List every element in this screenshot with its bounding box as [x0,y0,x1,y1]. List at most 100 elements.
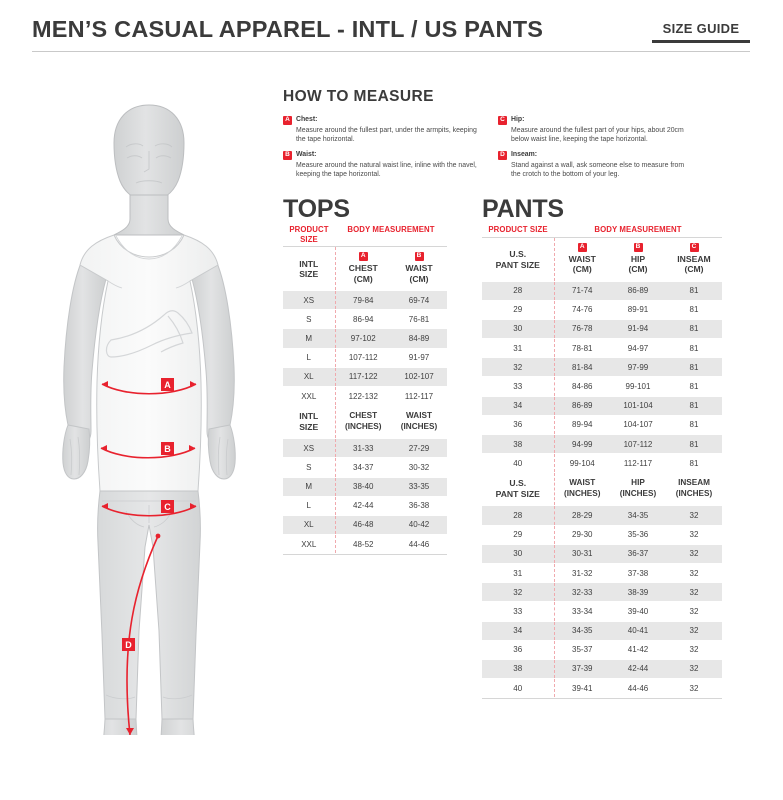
cell-waist: 71-74 [554,281,610,301]
marker-badge-b: B [161,442,174,455]
alpinestars-logo [105,310,193,358]
measure-term-hip: Hip: [511,116,525,123]
cell-size: XXL [283,534,336,555]
cell-size: 34 [482,621,555,641]
measure-item-inseam: D Inseam: Stand against a wall, ask some… [498,150,693,180]
measure-line-a [101,381,197,395]
cell-hip: 94-97 [610,338,666,359]
pants-cm-table-wrap: U.S. PANT SIZE A WAIST (CM) B HIP (CM) [482,236,722,700]
cell-inseam: 32 [666,505,722,526]
size-guide-tab[interactable]: SIZE GUIDE [652,21,750,43]
cell-hip: 86-89 [610,281,666,301]
how-to-measure-section: HOW TO MEASURE A Chest: Measure around t… [283,88,753,185]
cell-chest: 122-132 [335,386,391,407]
cell-size: XS [283,438,336,459]
tops-cm-header-waist-line1: WAIST [405,263,433,273]
tops-cm-header-size-line1: INTL [299,258,319,269]
header-divider [32,51,750,52]
pants-cm-header-hip-line1: HIP [630,253,646,264]
table-row: 33 84-86 99-101 81 [482,376,722,397]
table-row: 33 33-34 39-40 32 [482,601,722,622]
cell-size: XL [283,367,336,387]
measure-term-inseam: Inseam: [511,150,538,158]
pants-in-header-size-line1: U.S. [509,478,527,489]
cell-size: 31 [482,563,555,584]
tops-group-headers: PRODUCT SIZE BODY MEASUREMENT [283,225,447,244]
cell-waist: 44-46 [391,534,447,555]
cell-size: 32 [482,357,555,378]
table-row: 30 76-78 91-94 81 [482,319,722,340]
cell-size: 28 [482,281,555,301]
table-row: S 86-94 76-81 [283,309,447,330]
table-row: 38 94-99 107-112 81 [482,434,722,455]
cell-waist: 74-76 [554,300,610,320]
measure-line-b [100,445,196,459]
cell-waist: 40-42 [391,515,447,536]
cell-waist: 84-89 [391,328,447,349]
cell-hip: 36-37 [610,544,666,564]
tops-in-header-size-line1: INTL [299,411,319,422]
svg-text:D: D [125,640,132,650]
badge-b-icon: B [283,150,292,160]
pants-cm-header-hip-line2: (CM) [628,264,648,274]
cell-waist: 39-41 [554,678,610,699]
cell-hip: 112-117 [610,453,666,474]
tops-in-header-size: INTL SIZE [283,406,336,440]
pants-cm-header-inseam-line1: INSEAM [677,253,711,264]
measure-term-chest: Chest: [296,116,318,123]
cell-hip: 34-35 [610,505,666,526]
cell-chest: 48-52 [335,534,391,555]
measure-item-chest: A Chest: Measure around the fullest part… [283,115,478,145]
table-row: 31 31-32 37-38 32 [482,563,722,584]
size-guide-label: SIZE GUIDE [662,21,740,36]
pants-in-header-inseam: INSEAM (INCHES) [666,473,722,507]
tops-inches-body: XS 31-33 27-29 S 34-37 30-32 M 38-40 33-35 L 42… [283,438,447,555]
table-row: 29 29-30 35-36 32 [482,525,722,545]
marker-badge-c: C [161,500,174,513]
cell-waist: 86-89 [554,396,610,416]
cell-waist: 89-94 [554,415,610,436]
table-row: 36 89-94 104-107 81 [482,415,722,436]
measure-line-c [101,503,197,517]
badge-b-icon: B [414,252,424,261]
cell-inseam: 32 [666,640,722,660]
cell-inseam: 81 [666,281,722,301]
cell-chest: 79-84 [335,290,391,311]
cell-hip: 39-40 [610,601,666,622]
pants-cm-header-size: U.S. PANT SIZE [482,237,555,282]
cell-hip: 41-42 [610,640,666,660]
badge-a-icon: A [283,116,292,125]
table-row: 40 39-41 44-46 32 [482,678,722,699]
cell-waist: 76-78 [554,319,610,340]
pants-group-body-measurement: BODY MEASUREMENT [594,225,682,234]
pants-cm-header-inseam: C INSEAM (CM) [666,237,722,282]
measure-term-waist: Waist: [296,150,317,158]
pants-cm-header-waist: A WAIST (CM) [554,237,610,282]
badge-a-icon: A [358,252,368,261]
measure-desc-chest: Measure around the fullest part, under t… [296,127,477,144]
cell-inseam: 81 [666,357,722,378]
tops-in-header-chest-line2: (INCHES) [345,421,382,431]
cell-waist: 34-35 [554,621,610,641]
cell-inseam: 81 [666,453,722,474]
pants-group-headers: PRODUCT SIZE BODY MEASUREMENT [482,225,722,235]
cell-size: M [283,328,336,349]
cell-waist: 31-32 [554,563,610,584]
cell-hip: 35-36 [610,525,666,545]
pants-cm-header-inseam-line2: (CM) [684,264,704,274]
cell-size: 30 [482,544,555,564]
svg-text:B: B [164,444,171,454]
cell-chest: 117-122 [335,367,391,387]
cell-chest: 38-40 [335,477,391,497]
table-row: XL 117-122 102-107 [283,367,447,387]
badge-c-icon: C [498,116,507,125]
cell-waist: 37-39 [554,659,610,680]
tops-in-header-size-line2: SIZE [299,421,319,432]
cell-hip: 99-101 [610,376,666,397]
table-header-row: INTL SIZE CHEST (INCHES) WAIST (INCHES) [283,406,447,440]
pants-cm-header-waist-line1: WAIST [568,253,596,264]
pants-cm-body: 28 71-74 86-89 81 29 74-76 89-91 81 30 76-78 91-… [482,281,722,474]
pants-cm-table: U.S. PANT SIZE A WAIST (CM) B HIP (CM) [482,237,722,474]
